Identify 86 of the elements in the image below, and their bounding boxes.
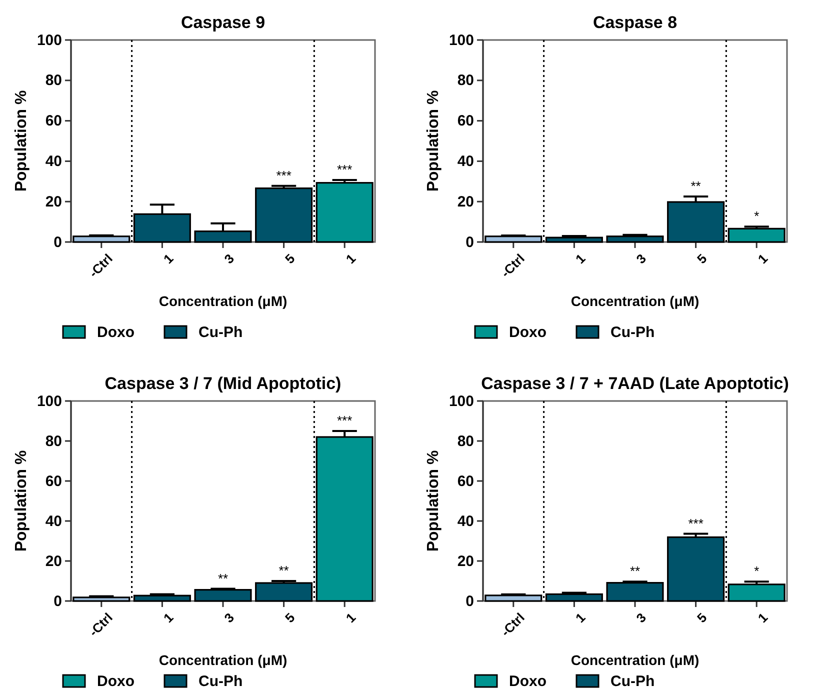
x-tick-label: 5: [282, 610, 298, 626]
y-tick-label: 0: [466, 592, 474, 610]
x-tick-label: 3: [633, 250, 649, 267]
legend-label: Cu-Ph: [198, 324, 243, 341]
bar: [72, 236, 130, 243]
bar: [255, 582, 313, 602]
bar: [133, 594, 191, 602]
y-tick-label: 100: [448, 32, 474, 49]
annotation: ***: [276, 168, 292, 183]
legend-label: Doxo: [509, 673, 546, 690]
x-tick-label: 1: [342, 250, 359, 267]
x-tick-label: 1: [754, 610, 771, 626]
y-axis-title: Population %: [13, 450, 30, 552]
chart-title: Caspase 3 / 7 + 7AAD (Late Apoptotic): [481, 374, 789, 393]
y-tick-label: 20: [45, 552, 62, 570]
x-tick-label: 3: [221, 610, 237, 626]
bar: [484, 236, 542, 243]
bar: [728, 584, 786, 602]
chart-title: Caspase 9: [180, 13, 266, 32]
y-tick-label: 0: [54, 592, 62, 610]
y-axis-title: Population %: [13, 90, 30, 192]
y-tick-label: 80: [457, 72, 474, 90]
bar: [194, 589, 252, 602]
y-tick-label: 80: [45, 432, 62, 450]
y-axis-title: Population %: [425, 450, 442, 552]
x-tick-label: 5: [282, 250, 298, 267]
y-tick-label: 100: [36, 392, 62, 410]
bar: [484, 594, 542, 602]
y-tick-label: 60: [45, 112, 62, 130]
annotation: *: [754, 208, 760, 224]
x-axis-title: Concentration (μM): [570, 652, 700, 668]
x-tick-label: 3: [633, 610, 649, 626]
y-tick-label: 60: [457, 112, 474, 130]
annotation: ***: [337, 413, 352, 428]
legend-label: Cu-Ph: [610, 324, 655, 341]
y-tick-label: 40: [457, 153, 474, 170]
y-tick-label: 40: [45, 153, 62, 170]
y-tick-label: 100: [36, 32, 62, 49]
annotation: *: [754, 564, 760, 579]
y-tick-label: 20: [457, 193, 474, 210]
bar: [255, 187, 313, 243]
x-tick-label: 1: [572, 250, 588, 267]
x-tick-label: 3: [221, 250, 237, 267]
annotation: ***: [688, 516, 704, 531]
y-tick-label: 40: [457, 512, 474, 530]
y-tick-label: 40: [45, 512, 62, 530]
x-axis-title: Concentration (μM): [158, 293, 288, 309]
chart-title: Caspase 3 / 7 (Mid Apoptotic): [104, 374, 342, 393]
x-tick-label: 5: [694, 610, 710, 626]
y-tick-label: 100: [448, 392, 474, 410]
x-tick-label: 1: [754, 250, 771, 267]
x-tick-label: 1: [342, 610, 359, 626]
x-tick-label: 1: [572, 610, 588, 626]
legend-label: Cu-Ph: [198, 673, 243, 690]
bar: [316, 182, 374, 243]
bar: [545, 236, 603, 243]
y-axis-title: Population %: [425, 90, 442, 192]
x-axis-title: Concentration (μM): [570, 293, 700, 309]
x-tick-label: 1: [160, 250, 176, 267]
legend-label: Doxo: [97, 673, 134, 690]
bar: [72, 596, 130, 602]
annotation: **: [690, 178, 701, 194]
legend-label: Cu-Ph: [610, 673, 655, 690]
legend-label: Doxo: [97, 324, 134, 341]
y-tick-label: 0: [54, 234, 62, 251]
y-tick-label: 0: [466, 234, 474, 251]
annotation: ***: [337, 162, 352, 177]
annotation: **: [278, 563, 289, 578]
y-tick-label: 20: [457, 552, 474, 570]
x-tick-label: 5: [694, 250, 710, 267]
y-tick-label: 80: [45, 72, 62, 90]
chart-title: Caspase 8: [592, 13, 678, 32]
y-tick-label: 60: [457, 472, 474, 490]
x-tick-label: 1: [160, 610, 176, 626]
y-tick-label: 80: [457, 432, 474, 450]
bar: [545, 593, 603, 602]
y-tick-label: 60: [45, 472, 62, 490]
x-axis-title: Concentration (μM): [158, 652, 288, 668]
bar: [606, 236, 664, 243]
annotation: **: [630, 564, 640, 579]
bar: [667, 536, 725, 602]
annotation: **: [218, 570, 228, 586]
bar: [728, 228, 786, 243]
bar: [606, 582, 664, 602]
legend-label: Doxo: [509, 324, 546, 341]
y-tick-label: 20: [45, 193, 62, 210]
